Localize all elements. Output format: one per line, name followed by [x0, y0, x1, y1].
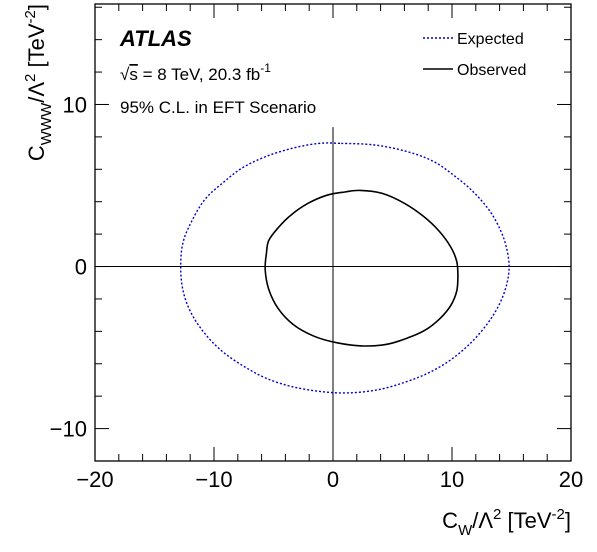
y-title-unit-sup: -2 [22, 10, 39, 23]
y-axis-title: CWWW/Λ2 [TeV-2] [22, 4, 55, 161]
y-title-sub: WWW [38, 102, 55, 145]
y-title-unit-close: ] [24, 4, 49, 10]
x-title-sub: W [458, 522, 473, 539]
energy-sup: -1 [260, 61, 271, 75]
y-title-base: C [24, 145, 49, 161]
observed-contour [264, 189, 459, 347]
y-title-mid: /Λ [24, 82, 49, 103]
x-title-unit-sup: -2 [552, 506, 565, 523]
zero-reference-lines [95, 127, 571, 461]
y-title-sup: 2 [22, 74, 39, 82]
energy-text: = 8 TeV, 20.3 fb [138, 65, 260, 84]
atlas-label: ATLAS [119, 26, 192, 51]
x-tick-label: 0 [327, 467, 339, 492]
axis-tick-labels: −20 −10 0 10 20 −10 0 10 [50, 92, 584, 492]
y-tick-label: 10 [63, 92, 87, 117]
legend-expected-label: Expected [457, 31, 524, 48]
expected-contour [179, 142, 510, 394]
cl-label: 95% C.L. in EFT Scenario [120, 98, 316, 117]
sqrt-symbol: √ [120, 65, 130, 84]
x-title-unit-close: ] [565, 508, 571, 533]
x-title-mid: /Λ [472, 508, 493, 533]
y-tick-label: −10 [50, 417, 87, 442]
legend: Expected Observed [423, 31, 526, 79]
x-title-base: C [442, 508, 458, 533]
y-title-unit-open: [TeV [24, 23, 49, 73]
contour-series [179, 142, 510, 394]
axis-ticks [94, 4, 572, 462]
x-tick-label: 10 [440, 467, 464, 492]
x-title-sup: 2 [493, 506, 501, 523]
y-tick-label: 0 [75, 255, 87, 280]
x-tick-label: −20 [76, 467, 113, 492]
sqrt-s: s [129, 65, 138, 84]
x-axis-title: CW/Λ2 [TeV-2] [442, 506, 571, 539]
x-tick-label: 20 [559, 467, 583, 492]
energy-label: √s = 8 TeV, 20.3 fb-1 [120, 61, 271, 84]
x-tick-label: −10 [195, 467, 232, 492]
legend-observed-label: Observed [457, 62, 526, 79]
x-title-unit-open: [TeV [501, 508, 551, 533]
